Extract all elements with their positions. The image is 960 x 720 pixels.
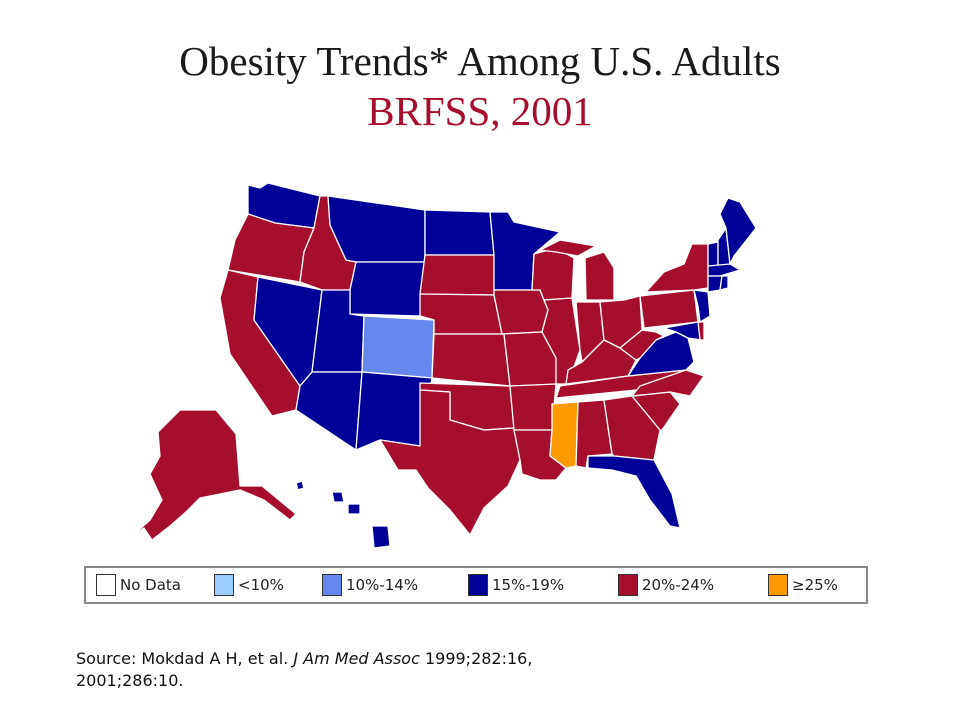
state-ma xyxy=(707,263,741,277)
state-wy xyxy=(349,261,426,317)
legend-swatch xyxy=(618,574,638,596)
state-mi-up xyxy=(539,239,597,257)
legend-item-20-24: 20%-24% xyxy=(618,574,714,596)
state-ny xyxy=(645,243,709,293)
legend-swatch xyxy=(214,574,234,596)
state-pa xyxy=(639,289,699,329)
state-wv xyxy=(619,329,665,361)
state-hi-4 xyxy=(371,525,391,549)
source-prefix: Source: Mokdad A H, et al. xyxy=(76,649,294,668)
legend-item-10-14: 10%-14% xyxy=(322,574,418,596)
state-de xyxy=(697,321,705,341)
us-obesity-map xyxy=(129,182,757,549)
legend-swatch xyxy=(96,574,116,596)
source-line2: 2001;286:10. xyxy=(76,671,184,690)
legend-item-15-19: 15%-19% xyxy=(468,574,564,596)
source-line1: Source: Mokdad A H, et al. J Am Med Asso… xyxy=(76,648,876,670)
legend-swatch xyxy=(468,574,488,596)
legend-swatch xyxy=(322,574,342,596)
legend-item-lt10: <10% xyxy=(214,574,284,596)
state-nd xyxy=(424,209,495,256)
state-ms xyxy=(549,401,579,469)
state-mi xyxy=(584,251,615,301)
state-hi-1 xyxy=(295,480,305,491)
legend-label: 10%-14% xyxy=(346,576,419,594)
state-ri xyxy=(719,275,729,291)
legend-label: <10% xyxy=(238,576,284,594)
source-suffix: 1999;282:16, xyxy=(419,649,533,668)
state-fl xyxy=(587,455,681,529)
state-ar xyxy=(509,383,557,431)
state-mt xyxy=(327,195,426,263)
legend-label: 15%-19% xyxy=(492,576,565,594)
source-journal: J Am Med Assoc xyxy=(293,649,420,668)
title-line1: Obesity Trends* Among U.S. Adults xyxy=(179,38,781,84)
map-legend: No Data <10% 10%-14% 15%-19% 20%-24% ≥25… xyxy=(84,566,868,604)
state-me xyxy=(719,197,757,265)
state-ia xyxy=(493,289,549,335)
legend-item-no-data: No Data xyxy=(96,574,181,596)
state-ks xyxy=(431,333,511,387)
state-vt xyxy=(707,241,719,267)
legend-label: ≥25% xyxy=(792,576,838,594)
state-il xyxy=(541,297,581,385)
legend-swatch xyxy=(768,574,788,596)
source-citation: Source: Mokdad A H, et al. J Am Med Asso… xyxy=(76,648,876,692)
state-hi-2 xyxy=(331,491,345,503)
slide-title: Obesity Trends* Among U.S. Adults BRFSS,… xyxy=(0,36,960,136)
state-ak xyxy=(129,409,297,541)
legend-label: No Data xyxy=(120,576,181,594)
state-md xyxy=(663,321,703,341)
state-az xyxy=(295,371,363,451)
state-tx xyxy=(379,389,521,536)
state-sd xyxy=(419,254,495,296)
title-line2: BRFSS, 2001 xyxy=(367,88,593,134)
state-hi-3 xyxy=(347,503,361,515)
state-co xyxy=(361,315,435,379)
legend-label: 20%-24% xyxy=(642,576,715,594)
legend-item-gte25: ≥25% xyxy=(768,574,838,596)
state-nj xyxy=(693,289,711,323)
